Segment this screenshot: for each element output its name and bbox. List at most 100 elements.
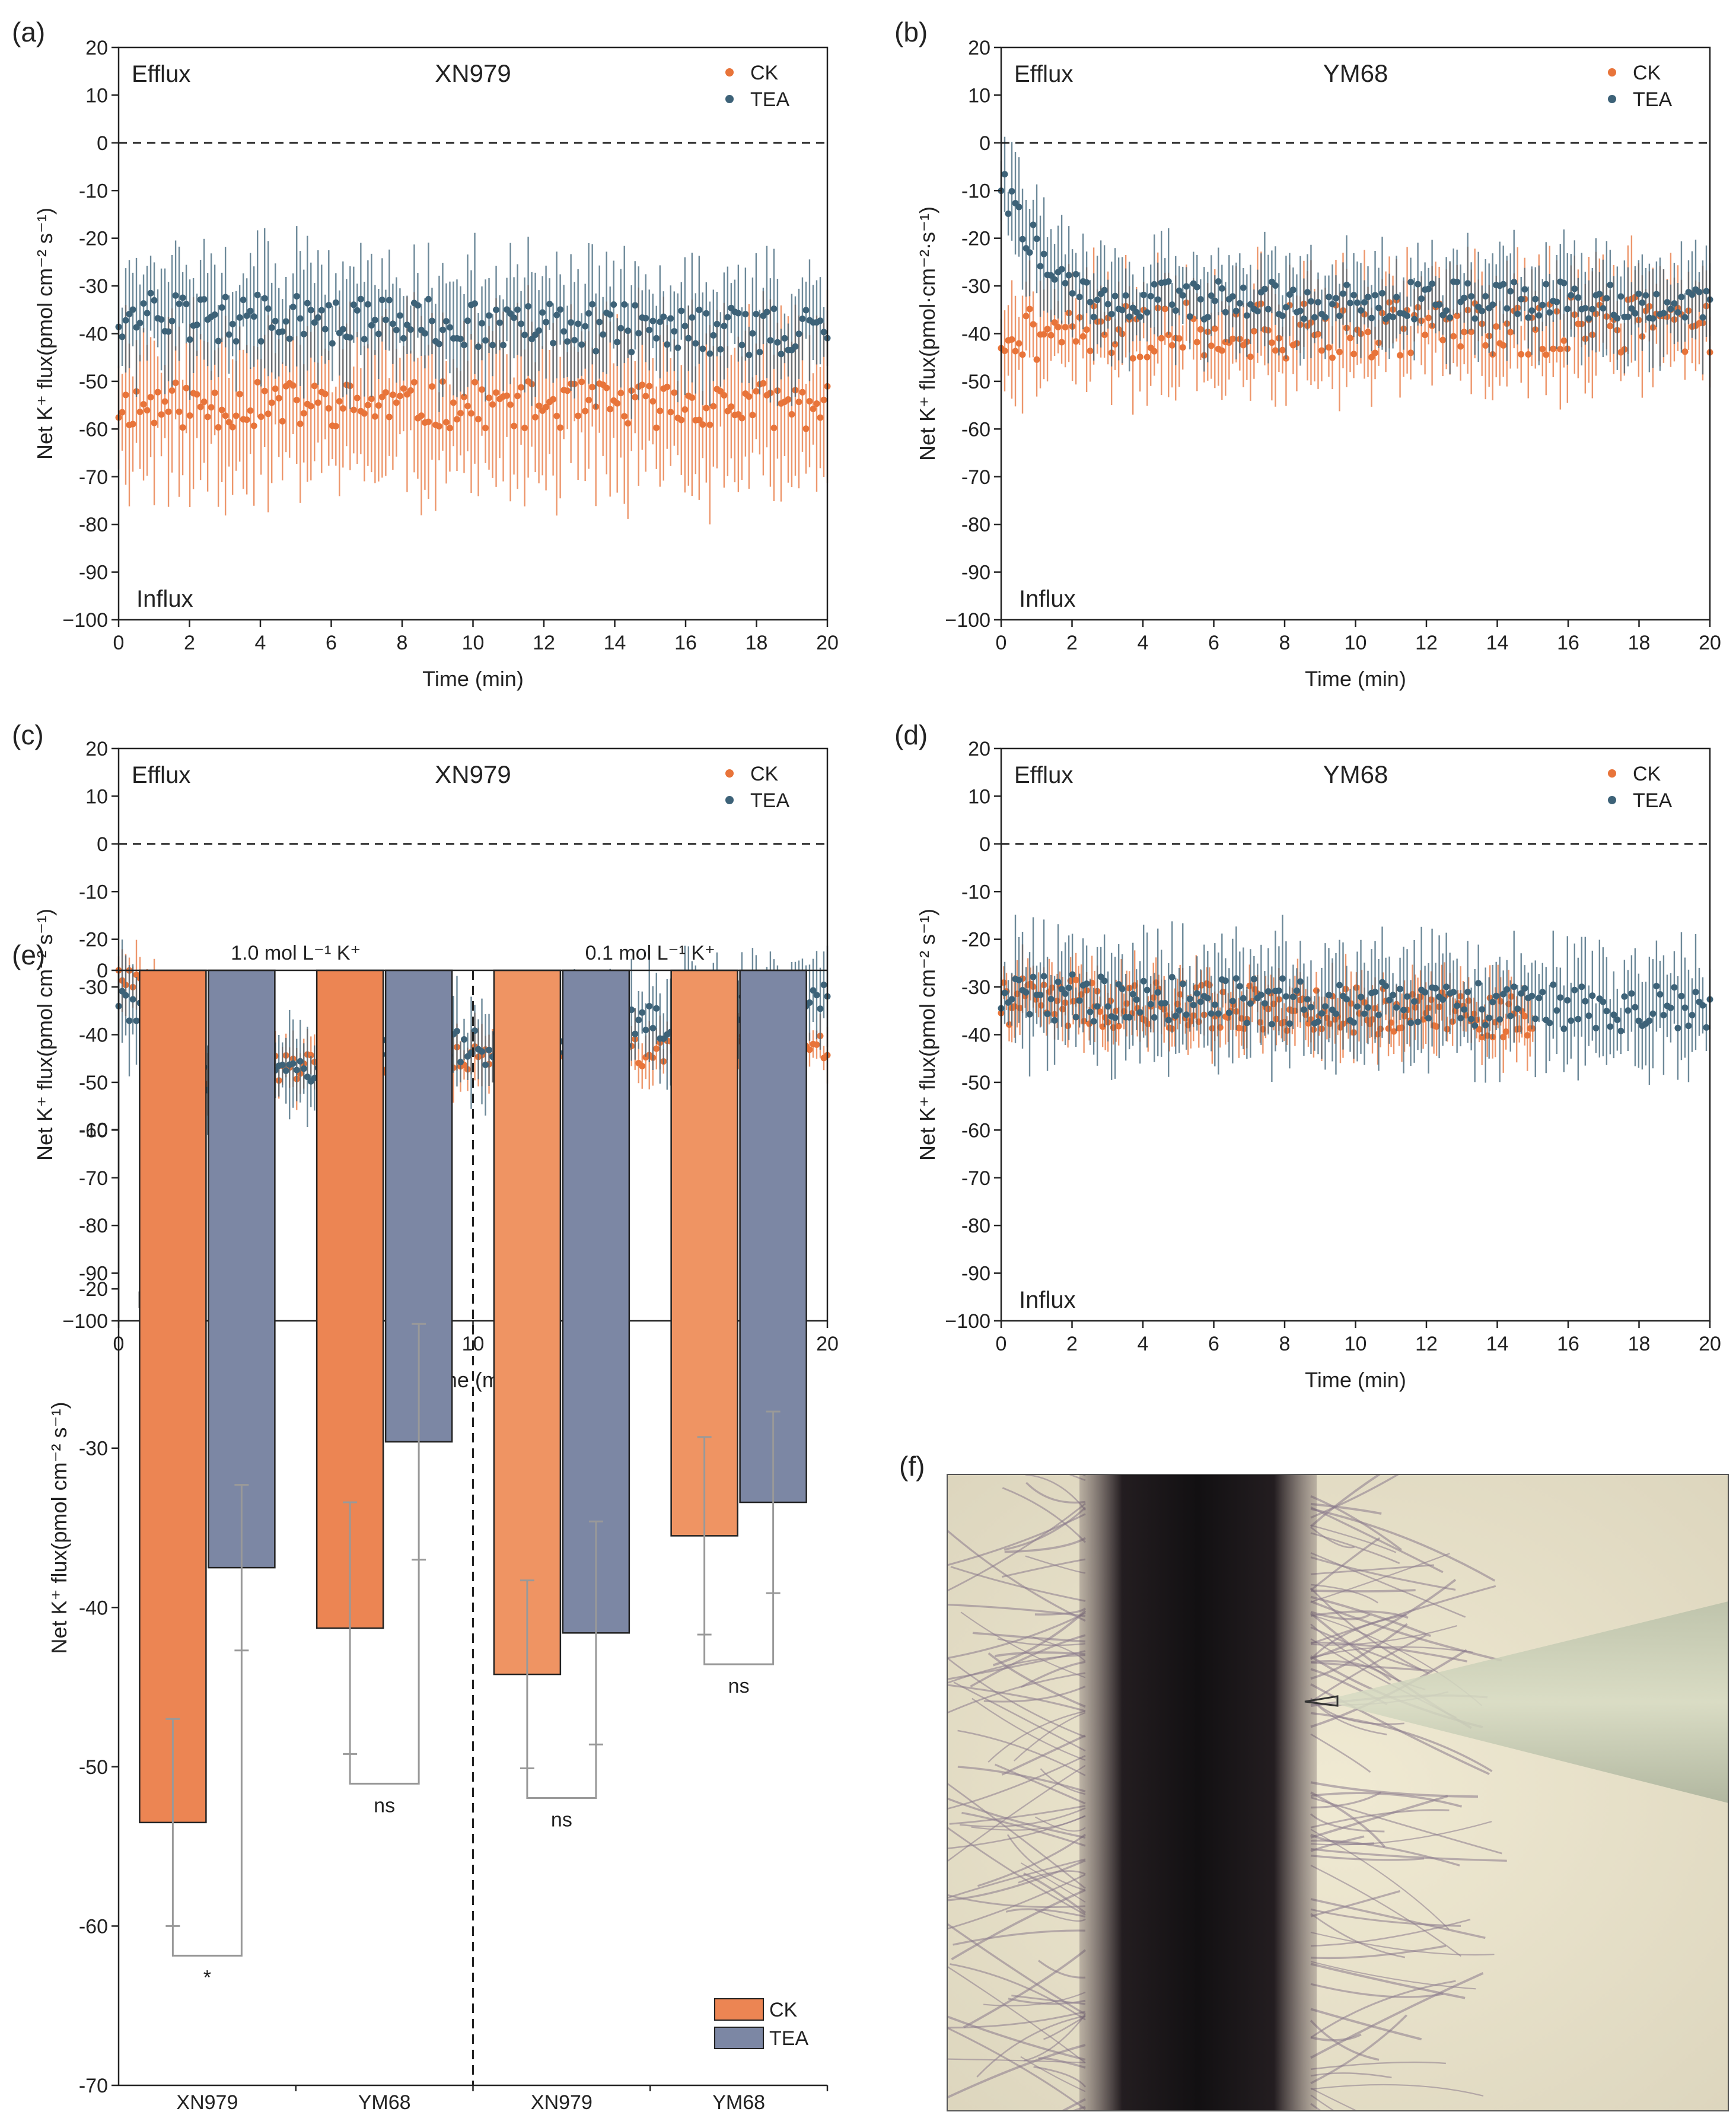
data-point — [464, 403, 471, 410]
data-point — [168, 317, 176, 324]
data-point — [1518, 351, 1525, 358]
data-point — [1111, 1014, 1119, 1021]
data-point — [1008, 996, 1015, 1003]
data-point — [664, 341, 671, 348]
data-point — [1040, 250, 1047, 257]
root-hair — [947, 2015, 1086, 2061]
data-point — [1639, 299, 1646, 306]
data-point — [1383, 983, 1390, 990]
root-hair — [1310, 1578, 1457, 1660]
data-point — [282, 318, 289, 325]
significance-label: ns — [374, 1794, 395, 1817]
legend-label: TEA — [750, 88, 789, 111]
data-point — [414, 302, 421, 309]
data-point — [361, 410, 368, 417]
root-hair — [1310, 1791, 1382, 1809]
data-point — [607, 311, 614, 318]
root-hair — [947, 1529, 1086, 1622]
legend-marker — [1608, 796, 1616, 804]
data-point — [521, 332, 528, 339]
data-point — [1500, 342, 1507, 349]
data-point — [1443, 983, 1450, 990]
data-point — [457, 335, 464, 342]
data-point — [222, 294, 229, 301]
data-point — [1457, 1015, 1464, 1022]
influx-label: Influx — [1019, 586, 1076, 612]
data-point — [1058, 266, 1065, 273]
data-point — [514, 393, 521, 400]
significance-bracket — [171, 1650, 243, 1957]
y-tick-label: 0 — [979, 132, 990, 155]
data-point — [222, 412, 229, 419]
data-point — [749, 330, 756, 337]
data-point — [511, 422, 518, 429]
root-hair — [1310, 2061, 1446, 2071]
data-point — [218, 304, 225, 311]
data-point — [257, 413, 265, 421]
data-point — [1268, 339, 1275, 346]
y-tick-label: 0 — [97, 833, 108, 856]
x-tick-label: 18 — [746, 632, 768, 654]
data-point — [472, 378, 479, 386]
data-point — [425, 295, 432, 302]
x-tick-label: 12 — [533, 632, 555, 654]
data-point — [489, 401, 496, 408]
data-point — [1326, 1020, 1333, 1027]
y-tick-label: −100 — [945, 1310, 990, 1333]
data-point — [660, 313, 667, 320]
y-tick-label: -10 — [79, 881, 108, 903]
data-point — [1417, 993, 1424, 1001]
data-point — [1664, 299, 1671, 306]
data-point — [1190, 1001, 1197, 1008]
data-point — [728, 403, 735, 410]
x-tick-label: 16 — [1557, 1333, 1579, 1355]
data-point — [243, 312, 250, 319]
y-tick-label: -10 — [79, 1119, 108, 1142]
data-point — [610, 301, 617, 308]
root-hair — [951, 1888, 1086, 1961]
data-point — [236, 314, 243, 321]
root-hair — [1310, 1660, 1392, 1681]
root-hair — [1310, 1792, 1462, 1808]
x-tick-label: 4 — [1138, 1333, 1149, 1355]
data-point — [753, 388, 760, 395]
data-point — [161, 398, 168, 405]
data-point — [1465, 997, 1472, 1004]
data-point — [1011, 1003, 1018, 1010]
data-point — [1385, 1025, 1392, 1032]
y-tick-label: -70 — [79, 1167, 108, 1190]
data-point — [553, 412, 560, 419]
data-point — [247, 407, 254, 414]
data-point — [1261, 1000, 1268, 1007]
data-point — [1450, 989, 1457, 996]
data-point — [536, 402, 543, 409]
panel-d-letter: (d) — [894, 719, 928, 750]
data-point — [1030, 321, 1037, 328]
data-point — [1415, 1018, 1422, 1025]
data-point — [1479, 307, 1486, 314]
data-point — [136, 408, 144, 415]
data-point — [1521, 286, 1528, 293]
data-point — [265, 305, 272, 312]
data-point — [1225, 1014, 1232, 1021]
data-point — [511, 314, 518, 321]
root-hair — [1310, 1553, 1450, 1603]
data-point — [218, 406, 225, 413]
root-hair — [1310, 1913, 1406, 1958]
x-tick-label: 0 — [996, 632, 1007, 654]
data-point — [557, 424, 564, 431]
data-point — [272, 317, 279, 324]
y-tick-label: -30 — [961, 976, 990, 999]
data-point — [307, 403, 314, 410]
root-hair — [1310, 1821, 1492, 1846]
data-point — [1215, 1010, 1222, 1017]
data-point — [817, 1005, 824, 1012]
y-tick-label: −100 — [945, 609, 990, 632]
data-point — [1699, 1002, 1706, 1009]
data-point — [1365, 1004, 1372, 1011]
data-point — [1113, 1007, 1120, 1014]
data-point — [1282, 304, 1289, 311]
root-hair — [1004, 1506, 1087, 1551]
data-point — [304, 300, 311, 307]
data-point — [446, 425, 453, 432]
